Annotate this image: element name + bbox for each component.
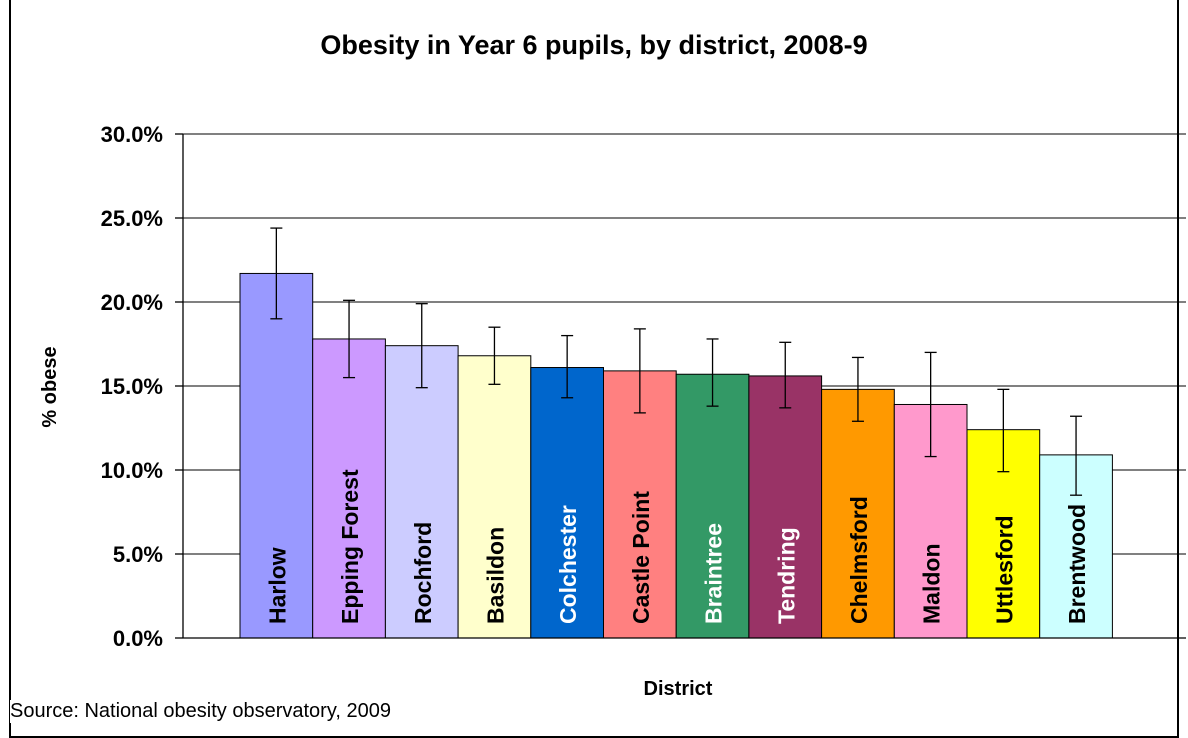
- source-note: Source: National obesity observatory, 20…: [10, 700, 395, 723]
- category-label: Tendring: [773, 527, 799, 624]
- y-tick-label: 15.0%: [101, 374, 163, 399]
- x-axis-label: District: [644, 678, 713, 700]
- bar: [312, 338, 386, 639]
- axes: [175, 133, 1186, 639]
- y-tick-label: 25.0%: [101, 206, 163, 231]
- error-bars: [270, 227, 1083, 496]
- bar-labels: Harlow Epping Forest Rochford Basildon Colch…: [264, 469, 1090, 624]
- y-tick-label: 5.0%: [113, 542, 163, 567]
- bar: [239, 272, 314, 639]
- y-tick-label: 0.0%: [113, 626, 163, 651]
- bar: [530, 367, 604, 639]
- category-label: Chelmsford: [846, 496, 872, 624]
- category-label: Maldon: [919, 544, 945, 625]
- y-axis-label: % obese: [39, 346, 61, 427]
- y-tick-label: 20.0%: [101, 290, 163, 315]
- category-label: Colchester: [555, 505, 581, 624]
- category-label: Uttlesford: [991, 515, 1017, 624]
- chart-title: Obesity in Year 6 pupils, by district, 2…: [320, 30, 868, 60]
- category-label: Epping Forest: [337, 469, 363, 624]
- category-label: Castle Point: [628, 491, 654, 624]
- bars: [239, 272, 1113, 639]
- category-label: Brentwood: [1064, 504, 1090, 624]
- bar: [384, 345, 459, 639]
- bar: [821, 388, 895, 639]
- category-label: Rochford: [410, 522, 436, 624]
- category-label: Harlow: [264, 547, 290, 624]
- y-tick-label: 30.0%: [101, 122, 163, 147]
- category-label: Braintree: [701, 523, 727, 624]
- y-tick-labels: 0.0% 5.0% 10.0% 15.0% 20.0% 25.0% 30.0%: [101, 122, 163, 651]
- category-label: Basildon: [482, 527, 508, 624]
- bar: [675, 373, 750, 639]
- y-tick-label: 10.0%: [101, 458, 163, 483]
